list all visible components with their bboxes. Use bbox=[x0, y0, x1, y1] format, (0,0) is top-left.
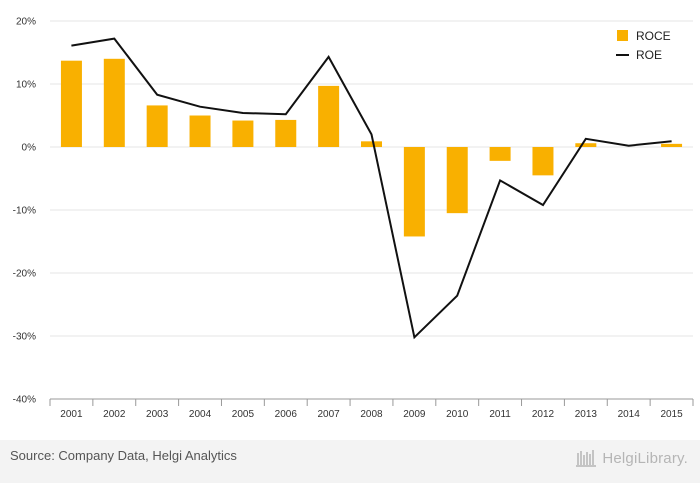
x-tick-label: 2013 bbox=[575, 409, 598, 420]
x-tick-label: 2014 bbox=[618, 409, 641, 420]
roce-bar bbox=[403, 147, 425, 237]
chart: 20%10%0%-10%-20%-30%-40% 2001 2002 2003 200… bbox=[13, 17, 694, 420]
roce-bar bbox=[189, 115, 211, 147]
roce-bar bbox=[146, 105, 168, 147]
roce-bar bbox=[532, 147, 554, 176]
roe-line bbox=[71, 37, 672, 340]
roce-bar bbox=[575, 143, 597, 147]
roce-bar bbox=[60, 60, 82, 147]
roce-bar bbox=[661, 143, 683, 147]
x-tick-label: 2012 bbox=[532, 409, 555, 420]
roce-bars bbox=[60, 58, 683, 237]
roce-bar bbox=[232, 120, 254, 147]
library-icon bbox=[576, 450, 597, 467]
y-axis-ticks: 20% 10% 0% -10% -20% -30% -40% bbox=[13, 17, 36, 406]
y-tick-label: 0% bbox=[22, 143, 37, 154]
legend-roe-label: ROE bbox=[636, 48, 662, 62]
y-tick-label: -30% bbox=[13, 332, 36, 343]
x-tick-label: 2008 bbox=[360, 409, 383, 420]
x-tick-label: 2006 bbox=[275, 409, 298, 420]
legend-roce-label: ROCE bbox=[636, 29, 671, 43]
x-tick-label: 2010 bbox=[446, 409, 469, 420]
source-note: Source: Company Data, Helgi Analytics bbox=[10, 448, 237, 463]
brand-name: HelgiLibrary. bbox=[602, 449, 688, 467]
y-tick-label: 20% bbox=[16, 17, 36, 28]
legend-roce-swatch bbox=[617, 30, 628, 41]
roce-bar bbox=[361, 141, 382, 147]
roce-bar bbox=[446, 147, 468, 214]
x-axis: 2001 2002 2003 2004 2005 2006 2007 2008 2009 2010… bbox=[49, 399, 694, 420]
y-tick-label: -40% bbox=[13, 395, 36, 406]
brand-logo: HelgiLibrary. bbox=[576, 447, 688, 469]
footer: Source: Company Data, Helgi Analytics He… bbox=[0, 440, 700, 483]
x-tick-label: 2015 bbox=[660, 409, 683, 420]
x-tick-label: 2011 bbox=[489, 409, 511, 420]
x-tick-label: 2004 bbox=[189, 409, 212, 420]
x-tick-label: 2001 bbox=[60, 409, 83, 420]
x-tick-label: 2009 bbox=[403, 409, 426, 420]
x-tick-label: 2003 bbox=[146, 409, 169, 420]
x-tick-label: 2007 bbox=[318, 409, 341, 420]
roe-series-line bbox=[71, 37, 672, 340]
y-tick-label: 10% bbox=[16, 80, 36, 91]
roce-bar bbox=[275, 119, 297, 147]
x-tick-label: 2002 bbox=[103, 409, 126, 420]
grid-lines bbox=[50, 20, 693, 400]
x-tick-label: 2005 bbox=[232, 409, 255, 420]
y-tick-label: -20% bbox=[13, 269, 36, 280]
legend: ROCE ROE bbox=[616, 29, 671, 62]
y-tick-label: -10% bbox=[13, 206, 36, 217]
roce-bar bbox=[318, 85, 340, 147]
roce-bar bbox=[489, 147, 511, 161]
roce-bar bbox=[103, 58, 125, 147]
